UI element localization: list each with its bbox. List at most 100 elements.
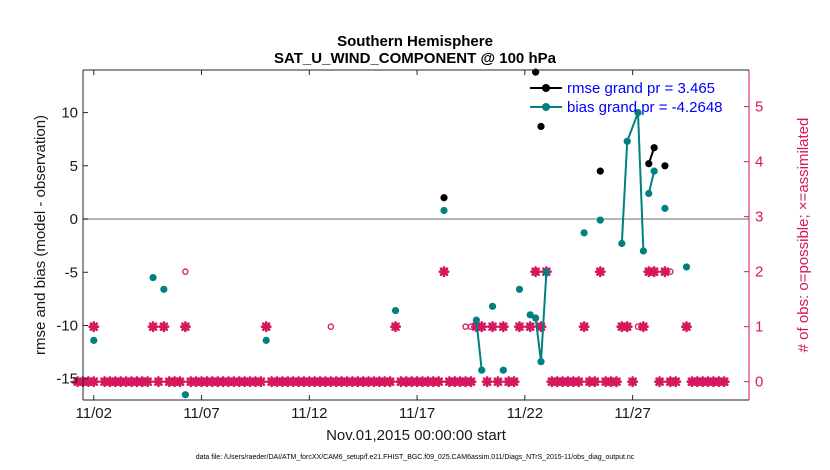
chart-title: Southern Hemisphere — [337, 33, 493, 50]
rmse-series — [440, 68, 669, 202]
y-tick-label-right: 0 — [755, 374, 763, 391]
obs-assimilated-point — [142, 376, 154, 388]
obs-assimilated-point — [648, 266, 660, 278]
y-tick-label-right: 4 — [755, 154, 763, 171]
legend-bias-label: bias grand pr = -4.2648 — [567, 99, 723, 116]
y-tick-label-right: 5 — [755, 99, 763, 116]
bias-point — [515, 285, 524, 293]
y-tick-label-left: -10 — [56, 317, 78, 334]
bias-series — [90, 108, 691, 399]
obs-assimilated-point — [390, 321, 402, 333]
legend: rmse grand pr = 3.465 bias grand pr = -4… — [530, 80, 723, 116]
x-axis-ticks: 11/02 11/07 11/12 11/17 11/22 11/27 — [76, 70, 651, 422]
rmse-point — [661, 162, 669, 170]
bias-point — [478, 366, 486, 374]
obs-assimilated-point — [573, 376, 585, 388]
plot-area — [83, 70, 749, 400]
obs-assimilated-point — [465, 376, 477, 388]
obs-possible-point — [467, 323, 475, 330]
x-tick-label: 11/17 — [399, 405, 435, 422]
bias-point — [149, 273, 157, 282]
bias-point — [596, 216, 604, 224]
y-tick-label-left: 5 — [70, 158, 78, 175]
y-tick-label-right: 3 — [755, 209, 763, 226]
obs-assimilated-point — [524, 321, 536, 333]
obs-assimilated-point — [718, 376, 730, 388]
obs-assimilated-point — [487, 321, 499, 333]
obs-assimilated-point — [174, 376, 186, 388]
footnote: data file: /Users/raeder/DAI/ATM_forcXX/… — [196, 454, 635, 461]
y-tick-label-right: 2 — [755, 264, 763, 281]
rmse-point — [537, 122, 545, 131]
bias-point — [488, 302, 497, 310]
bias-point — [645, 189, 653, 198]
obs-possible-point — [327, 323, 335, 330]
bias-line — [620, 112, 645, 252]
obs-assimilated-point — [476, 321, 488, 333]
bias-point — [537, 358, 545, 366]
legend-bias-marker — [542, 103, 550, 111]
obs-assimilated-point — [670, 376, 682, 388]
bias-point — [181, 391, 189, 399]
y-tick-label-right: 1 — [755, 319, 763, 336]
obs-assimilated-point — [508, 376, 520, 388]
bias-point — [618, 239, 626, 248]
obs-assimilated-point — [260, 321, 272, 333]
obs-assimilated-point — [433, 376, 445, 388]
x-tick-label: 11/02 — [76, 405, 112, 422]
x-tick-label: 11/07 — [183, 405, 219, 422]
obs-assimilated-point — [481, 376, 493, 388]
obs-assimilated-point — [88, 376, 100, 388]
obs-assimilated-point — [621, 321, 633, 333]
obs-assimilated-point — [438, 266, 450, 278]
bias-line — [475, 320, 483, 371]
y-tick-label-left: -15 — [56, 371, 78, 388]
bias-point — [661, 204, 669, 212]
bias-point — [682, 263, 691, 271]
bias-point — [542, 268, 550, 276]
bias-point — [623, 137, 631, 145]
obs-possible-point — [667, 268, 674, 275]
plot-frame — [82, 69, 750, 401]
y-axis-right-ticks: 0 1 2 3 4 5 — [744, 99, 763, 391]
y-axis-label-left: rmse and bias (model - observation) — [32, 115, 49, 355]
obs-assimilated-point — [530, 266, 542, 278]
y-tick-label-left: 0 — [70, 211, 78, 228]
bias-point — [526, 311, 534, 319]
legend-rmse-label: rmse grand pr = 3.465 — [567, 80, 715, 97]
obs-assimilated-point — [384, 376, 396, 388]
y-tick-label-left: -5 — [65, 264, 78, 281]
obs-assimilated-point — [610, 376, 622, 388]
obs-assimilated-point — [680, 321, 692, 333]
obs-assimilated-point — [578, 321, 590, 333]
bias-point — [90, 336, 98, 344]
bias-line — [647, 170, 656, 194]
bias-point — [639, 247, 647, 255]
x-axis-label: Nov.01,2015 00:00:00 start — [326, 427, 507, 444]
x-tick-label: 11/22 — [507, 405, 543, 422]
obs-assimilated-point — [255, 376, 267, 388]
bias-point — [532, 314, 540, 322]
obs-assimilated-point — [158, 321, 170, 333]
y-axis-left-ticks: -15 -10 -5 0 5 10 — [56, 105, 88, 388]
obs-assimilated-point — [88, 321, 100, 333]
bias-point — [499, 366, 507, 374]
bias-point — [160, 285, 168, 293]
obs-assimilated-point — [147, 321, 159, 333]
bias-point — [472, 316, 480, 324]
obs-assimilated-point — [513, 321, 525, 333]
y-axis-label-right: # of obs: o=possible; ×=assimilated — [795, 118, 812, 353]
chart-subtitle: SAT_U_WIND_COMPONENT @ 100 hPa — [274, 50, 557, 67]
obs-assimilated-point — [152, 376, 164, 388]
rmse-point — [645, 160, 653, 168]
obs-assimilated-point — [654, 376, 666, 388]
obs-possible-point — [634, 323, 642, 330]
rmse-point — [596, 167, 604, 175]
rmse-point — [650, 144, 658, 152]
x-tick-label: 11/12 — [291, 405, 327, 422]
y-tick-label-left: 10 — [61, 105, 78, 122]
x-tick-label: 11/27 — [614, 405, 650, 422]
obs-assimilated-point — [492, 376, 504, 388]
bias-point — [634, 108, 642, 117]
